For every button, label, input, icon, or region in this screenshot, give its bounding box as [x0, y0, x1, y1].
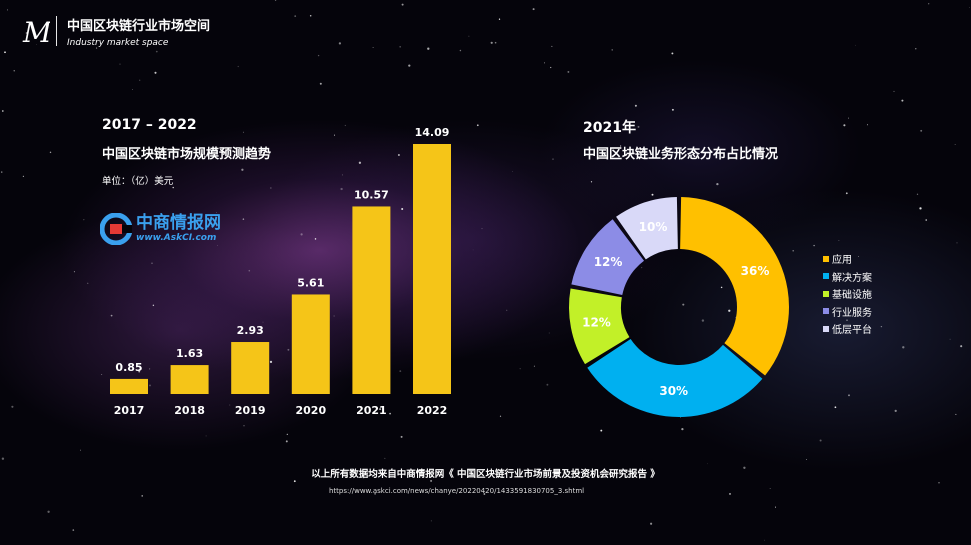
bar-2019	[231, 342, 270, 394]
m-logo-icon: M	[22, 16, 50, 49]
source-url: https://www.askci.com/news/chanye/202204…	[329, 487, 585, 495]
bar-2021	[352, 206, 391, 394]
x-tick-label-2022: 2022	[417, 404, 448, 417]
x-tick-label-2020: 2020	[295, 404, 326, 417]
donut-slice-label-4: 10%	[639, 220, 668, 234]
donut-chart-title: 中国区块链业务形态分布占比情况	[583, 147, 779, 162]
donut-slice-label-2: 12%	[582, 316, 611, 330]
bar-2020	[291, 294, 330, 394]
x-tick-label-2017: 2017	[114, 404, 145, 417]
header-divider	[56, 16, 57, 46]
legend-item: 低层平台	[823, 320, 872, 338]
bar-2022	[413, 144, 451, 394]
legend-label: 基础设施	[832, 290, 872, 302]
bar-value-label-2019: 2.93	[237, 324, 264, 337]
askci-name: 中商情报网	[136, 213, 221, 233]
bar-2018	[170, 365, 209, 394]
legend-label: 解决方案	[832, 272, 872, 284]
x-tick-label-2021: 2021	[356, 404, 387, 417]
bar-value-label-2021: 10.57	[354, 188, 389, 201]
bar-value-label-2022: 14.09	[415, 126, 450, 139]
donut-slice-label-3: 12%	[594, 255, 623, 269]
bar-value-label-2017: 0.85	[115, 361, 142, 374]
page-title: 中国区块链行业市场空间	[67, 19, 211, 34]
legend-label: 应用	[832, 255, 852, 267]
header: M 中国区块链行业市场空间 Industry market space	[22, 14, 210, 50]
donut-slice-label-1: 30%	[659, 384, 688, 398]
donut-slice-3	[571, 219, 645, 296]
legend-swatch	[823, 325, 829, 332]
askci-watermark: 中商情报网 www.AskCI.com	[100, 213, 221, 245]
askci-logo-icon	[100, 213, 132, 245]
bar-chart-unit: 单位：（亿）美元	[102, 176, 174, 187]
legend-item: 行业服务	[823, 303, 872, 321]
legend-swatch	[823, 273, 829, 280]
legend-item: 基础设施	[823, 285, 872, 303]
legend-swatch	[823, 290, 829, 297]
donut-chart-year: 2021年	[583, 120, 636, 136]
donut-slice-label-0: 36%	[741, 264, 770, 278]
bar-value-label-2018: 1.63	[176, 347, 203, 360]
legend-item: 应用	[823, 250, 872, 268]
legend-item: 解决方案	[823, 268, 872, 286]
legend-swatch	[823, 308, 829, 315]
source-note: 以上所有数据均来自中商情报网《 中国区块链行业市场前景及投资机会研究报告 》	[311, 469, 660, 480]
bar-chart-period: 2017 – 2022	[102, 117, 197, 133]
legend-label: 低层平台	[832, 325, 872, 337]
bar-chart-title: 中国区块链市场规模预测趋势	[102, 147, 272, 162]
page-subtitle: Industry market space	[67, 38, 169, 48]
donut-legend: 应用解决方案基础设施行业服务低层平台	[823, 250, 872, 338]
donut-slice-4	[616, 197, 678, 260]
bar-2017	[110, 378, 148, 394]
donut-slice-2	[569, 288, 630, 365]
legend-label: 行业服务	[832, 307, 872, 319]
askci-site: www.AskCI.com	[136, 233, 217, 243]
x-tick-label-2019: 2019	[235, 404, 266, 417]
bar-value-label-2020: 5.61	[297, 276, 324, 289]
svg-text:M: M	[22, 16, 50, 49]
donut-slice-0	[680, 197, 789, 376]
legend-swatch	[823, 255, 829, 262]
x-tick-label-2018: 2018	[174, 404, 205, 417]
donut-slice-1	[587, 339, 763, 418]
